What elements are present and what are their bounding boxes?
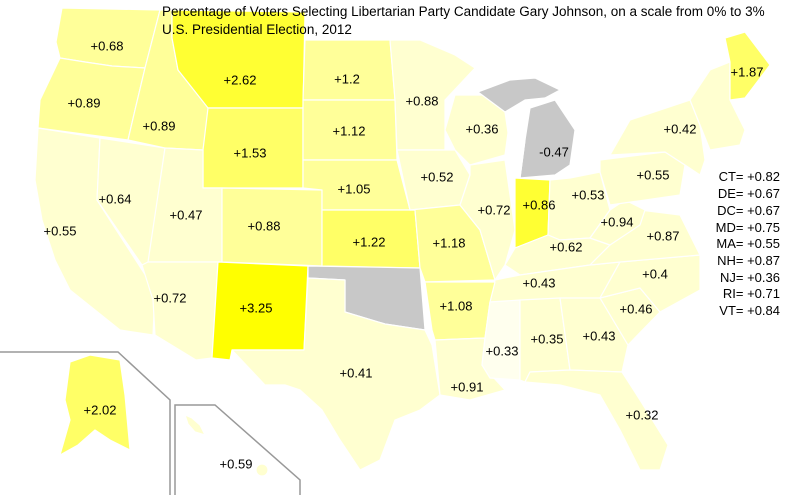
label-ks: +1.22 — [352, 234, 386, 250]
state-new-england — [689, 61, 746, 151]
lake-michigan — [504, 107, 526, 179]
label-wa: +0.68 — [90, 38, 124, 54]
label-nd: +1.2 — [334, 71, 360, 87]
label-ia: +0.52 — [420, 169, 454, 185]
small-state-ma: MA= +0.55 — [716, 236, 780, 251]
state-wv — [589, 199, 646, 246]
state-nd — [302, 39, 396, 101]
label-oh: +0.53 — [571, 187, 605, 203]
label-me: +1.87 — [730, 64, 764, 80]
small-state-dc: DC= +0.67 — [717, 203, 780, 218]
label-nc: +0.4 — [642, 266, 668, 282]
label-nv: +0.64 — [98, 191, 132, 207]
label-tn: +0.43 — [522, 275, 556, 291]
state-tx — [231, 277, 441, 471]
state-hi-island — [255, 463, 269, 477]
label-wy: +1.53 — [233, 145, 267, 161]
label-mo: +1.18 — [432, 235, 466, 251]
label-in: +0.86 — [522, 197, 556, 213]
hawaii-inset-border — [174, 404, 301, 495]
label-ky: +0.62 — [549, 239, 583, 255]
state-az — [141, 261, 219, 361]
label-or: +0.89 — [67, 95, 101, 111]
label-az: +0.72 — [153, 290, 187, 306]
label-ut: +0.47 — [169, 207, 203, 223]
label-mi: -0.47 — [539, 144, 569, 160]
label-ca: +0.55 — [43, 223, 77, 239]
map-title: Percentage of Voters Selecting Libertari… — [162, 4, 765, 19]
state-wy — [202, 107, 304, 189]
state-ny — [609, 99, 706, 176]
label-tx: +0.41 — [339, 365, 373, 381]
label-mt: +2.62 — [223, 72, 257, 88]
label-nm: +3.25 — [239, 300, 273, 316]
small-state-nj: NJ= +0.36 — [720, 270, 780, 285]
label-pa: +0.55 — [636, 167, 670, 183]
state-hi — [184, 414, 206, 436]
state-mi — [519, 99, 576, 179]
map-subtitle: U.S. Presidential Election, 2012 — [162, 22, 352, 37]
label-ga: +0.43 — [582, 328, 616, 344]
state-me — [724, 31, 771, 101]
small-state-ct: CT= +0.82 — [718, 169, 780, 184]
label-mn: +0.88 — [405, 93, 439, 109]
label-ms: +0.33 — [485, 343, 519, 359]
label-ne: +1.05 — [337, 181, 371, 197]
state-mi-upper — [477, 77, 561, 113]
label-sc: +0.46 — [619, 301, 653, 317]
label-wv: +0.94 — [600, 214, 634, 230]
label-ny: +0.42 — [663, 121, 697, 137]
state-fl — [524, 369, 669, 471]
small-state-vt: VT= +0.84 — [719, 303, 780, 318]
state-ak — [59, 354, 131, 456]
label-fl: +0.32 — [625, 407, 659, 423]
label-ar: +1.08 — [439, 298, 473, 314]
label-va: +0.87 — [646, 228, 680, 244]
small-state-nh: NH= +0.87 — [717, 253, 780, 268]
label-al: +0.35 — [530, 331, 564, 347]
label-wi: +0.36 — [465, 121, 499, 137]
small-state-de: DE= +0.67 — [717, 186, 780, 201]
alaska-inset-border — [0, 351, 171, 495]
label-sd: +1.12 — [332, 123, 366, 139]
label-la: +0.91 — [450, 379, 484, 395]
small-state-ri: RI= +0.71 — [722, 286, 780, 301]
state-mn — [389, 39, 476, 151]
label-co: +0.88 — [247, 218, 281, 234]
label-id: +0.89 — [142, 118, 176, 134]
small-state-md: MD= +0.75 — [715, 220, 780, 235]
label-il: +0.72 — [477, 202, 511, 218]
label-hi: +0.59 — [219, 456, 253, 472]
label-ak: +2.02 — [83, 402, 117, 418]
